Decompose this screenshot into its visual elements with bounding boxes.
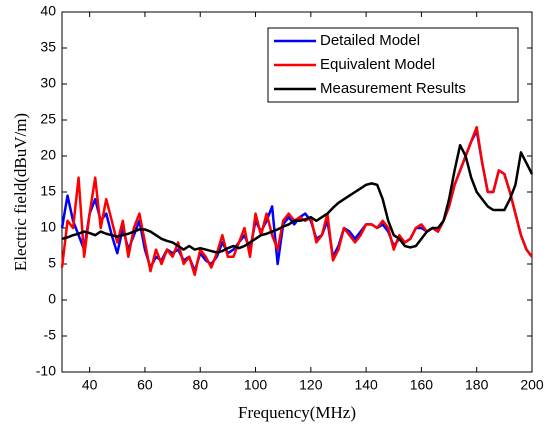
y-tick-label: 35 — [40, 39, 56, 55]
legend-label: Equivalent Model — [320, 56, 435, 73]
series-line — [60, 129, 533, 273]
y-tick-label: 20 — [40, 147, 56, 163]
y-tick-label: -5 — [44, 327, 57, 343]
y-tick-label: 0 — [48, 291, 56, 307]
series-line — [61, 143, 534, 254]
y-tick-label: 5 — [48, 255, 56, 271]
x-tick-label: 120 — [299, 377, 323, 393]
x-tick-label: 100 — [244, 377, 268, 393]
y-axis-label: Electric field(dBuV/m) — [11, 113, 30, 271]
y-tick-label: 40 — [40, 3, 56, 19]
x-tick-label: 160 — [410, 377, 434, 393]
x-tick-label: 40 — [82, 377, 98, 393]
x-tick-label: 140 — [354, 377, 378, 393]
x-axis-label: Frequency(MHz) — [238, 403, 356, 422]
y-tick-label: -10 — [36, 363, 56, 379]
x-tick-label: 180 — [465, 377, 489, 393]
legend-label: Detailed Model — [320, 32, 420, 49]
x-tick-label: 200 — [520, 377, 544, 393]
series-line — [60, 125, 533, 277]
legend-label: Measurement Results — [320, 80, 466, 97]
x-tick-label: 60 — [137, 377, 153, 393]
y-tick-label: 15 — [40, 183, 56, 199]
y-tick-label: 30 — [40, 75, 56, 91]
y-tick-label: 25 — [40, 111, 56, 127]
y-tick-label: 10 — [40, 219, 56, 235]
x-tick-label: 80 — [192, 377, 208, 393]
